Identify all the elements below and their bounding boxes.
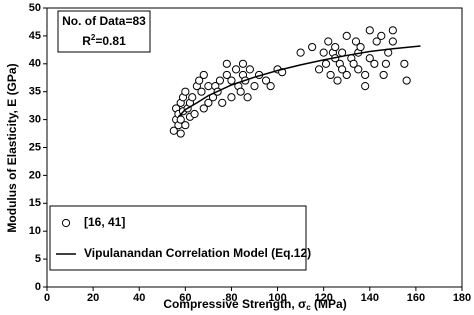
data-point bbox=[169, 126, 178, 135]
data-point bbox=[222, 70, 231, 80]
data-point bbox=[238, 59, 248, 68]
data-point bbox=[388, 26, 397, 35]
data-point bbox=[326, 70, 335, 80]
y-tick-label: 5 bbox=[35, 253, 41, 265]
data-point bbox=[227, 93, 236, 102]
x-tick-label: 160 bbox=[407, 292, 425, 304]
data-point bbox=[296, 48, 305, 57]
data-point bbox=[324, 37, 333, 46]
data-point bbox=[222, 59, 231, 68]
data-point bbox=[181, 87, 190, 96]
r-tail: =0.81 bbox=[95, 34, 126, 48]
data-point bbox=[236, 87, 245, 96]
data-point bbox=[379, 70, 388, 80]
data-point bbox=[356, 42, 365, 52]
legend-marker bbox=[61, 218, 71, 228]
data-point bbox=[331, 42, 340, 52]
x-tick-label: 80 bbox=[225, 292, 237, 304]
y-tick-label: 15 bbox=[29, 197, 41, 209]
y-tick-label: 10 bbox=[29, 225, 41, 237]
data-point bbox=[204, 82, 213, 91]
y-tick-label: 35 bbox=[29, 86, 41, 98]
data-point bbox=[372, 37, 381, 46]
legend-label: Vipulanandan Correlation Model (Eq.12) bbox=[84, 246, 311, 260]
legend-box bbox=[49, 205, 307, 271]
y-tick-label: 40 bbox=[29, 58, 41, 70]
data-point bbox=[188, 93, 197, 102]
data-point bbox=[381, 59, 391, 68]
y-tick-label: 20 bbox=[29, 169, 41, 181]
data-point bbox=[388, 37, 397, 46]
data-point bbox=[338, 65, 347, 74]
data-point bbox=[377, 31, 386, 41]
data-point bbox=[400, 59, 409, 68]
data-point bbox=[199, 104, 208, 113]
data-point bbox=[261, 76, 271, 85]
legend-label: [16, 41] bbox=[84, 215, 125, 229]
data-point bbox=[195, 76, 204, 85]
data-point bbox=[190, 109, 199, 119]
x-tick-label: 180 bbox=[453, 292, 471, 304]
data-point bbox=[402, 76, 411, 85]
data-point bbox=[243, 93, 252, 102]
data-point bbox=[231, 65, 241, 74]
x-label-text: Compressive Strength, σ bbox=[163, 297, 306, 311]
x-tick-label: 60 bbox=[179, 292, 191, 304]
data-point bbox=[351, 37, 361, 46]
y-axis-label: Modulus of Elasticity, E (GPa) bbox=[5, 63, 19, 232]
data-point bbox=[314, 65, 324, 74]
x-tick-label: 120 bbox=[314, 292, 332, 304]
data-point bbox=[308, 42, 317, 52]
annotation-box bbox=[57, 10, 151, 53]
annotation-r2: R2=0.81 bbox=[82, 33, 126, 48]
data-point bbox=[250, 82, 259, 91]
y-tick-label: 25 bbox=[29, 141, 41, 153]
data-point bbox=[365, 26, 374, 35]
data-point bbox=[204, 98, 213, 107]
data-point bbox=[245, 65, 254, 74]
x-tick-label: 40 bbox=[133, 292, 145, 304]
y-tick-label: 30 bbox=[29, 114, 41, 126]
data-point bbox=[215, 76, 225, 85]
y-tick-label: 45 bbox=[29, 30, 41, 42]
data-point bbox=[321, 59, 331, 68]
fit-line bbox=[177, 45, 421, 118]
x-tick-label: 20 bbox=[87, 292, 99, 304]
r-sup: 2 bbox=[91, 33, 96, 42]
x-tick-label: 140 bbox=[361, 292, 379, 304]
y-tick-label: 50 bbox=[29, 2, 41, 14]
data-point bbox=[370, 59, 379, 68]
x-tick-label: 100 bbox=[268, 292, 286, 304]
data-point bbox=[199, 70, 208, 80]
data-point bbox=[342, 70, 351, 80]
data-point bbox=[342, 31, 351, 41]
data-point bbox=[176, 115, 185, 124]
data-point bbox=[227, 76, 236, 85]
x-axis-label: Compressive Strength, σc (MPa) bbox=[163, 297, 346, 312]
data-point bbox=[266, 82, 275, 91]
x-label-sub: c bbox=[306, 303, 311, 312]
data-point bbox=[197, 87, 206, 96]
y-tick-label: 0 bbox=[35, 281, 41, 293]
annotation-count: No. of Data=83 bbox=[62, 14, 146, 28]
data-point bbox=[365, 54, 374, 63]
data-point bbox=[361, 70, 370, 80]
data-point bbox=[218, 98, 227, 107]
data-point bbox=[181, 121, 190, 130]
data-point bbox=[333, 76, 342, 85]
data-point bbox=[354, 65, 363, 74]
data-point bbox=[176, 129, 185, 138]
data-point bbox=[319, 48, 328, 57]
x-label-tail: (MPa) bbox=[311, 297, 347, 311]
data-point bbox=[349, 59, 358, 68]
data-point bbox=[361, 82, 370, 91]
x-tick-label: 0 bbox=[44, 292, 50, 304]
r-base: R bbox=[82, 34, 91, 48]
